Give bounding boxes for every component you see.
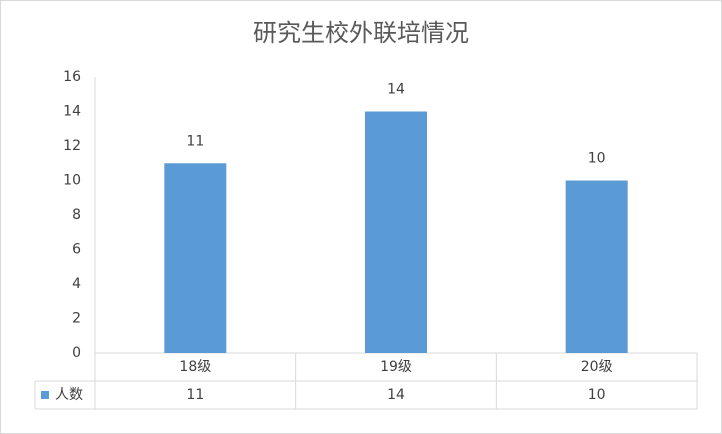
legend-swatch bbox=[41, 391, 49, 399]
y-tick-label: 16 bbox=[63, 69, 81, 85]
y-tick-label: 14 bbox=[63, 104, 81, 120]
y-tick-label: 2 bbox=[72, 311, 81, 327]
bar bbox=[365, 111, 427, 353]
y-tick-label: 4 bbox=[72, 276, 81, 292]
y-tick-label: 6 bbox=[72, 242, 81, 258]
y-tick-label: 8 bbox=[72, 207, 81, 223]
data-label: 10 bbox=[588, 151, 606, 167]
table-value: 14 bbox=[387, 387, 405, 403]
y-tick-label: 12 bbox=[63, 138, 81, 154]
y-tick-label: 0 bbox=[72, 345, 81, 361]
x-tick-label: 19级 bbox=[380, 359, 412, 375]
chart-title: 研究生校外联培情况 bbox=[253, 19, 469, 47]
legend-label: 人数 bbox=[55, 387, 83, 403]
table-value: 11 bbox=[186, 387, 204, 403]
x-tick-label: 18级 bbox=[179, 359, 211, 375]
table-value: 10 bbox=[588, 387, 606, 403]
data-label: 11 bbox=[186, 133, 204, 149]
bar bbox=[565, 180, 628, 353]
y-tick-label: 10 bbox=[63, 173, 81, 189]
x-tick-label: 20级 bbox=[581, 359, 613, 375]
data-label: 14 bbox=[387, 82, 405, 98]
bar bbox=[164, 163, 227, 353]
